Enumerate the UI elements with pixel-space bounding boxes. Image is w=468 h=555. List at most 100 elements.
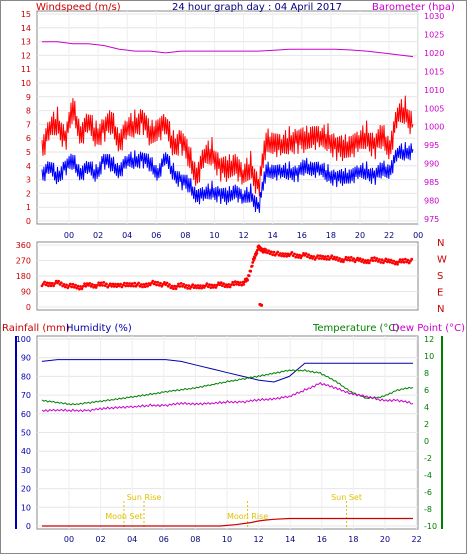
direction-point <box>144 285 147 288</box>
humidity-y-tick-label: 80 <box>21 372 31 381</box>
temperature-y-tick-label: -6 <box>424 488 432 497</box>
direction-point <box>361 258 364 261</box>
direction-point <box>154 281 157 284</box>
direction-point <box>47 284 50 287</box>
compass-label: N <box>437 238 444 249</box>
wind-x-tick-label: 00 <box>413 231 423 240</box>
temp-x-tick-label: 04 <box>127 535 137 544</box>
direction-point <box>141 286 144 289</box>
barometer-y-tick-label: 980 <box>424 197 439 206</box>
direction-point <box>239 281 242 284</box>
barometer-y-tick-label: 1020 <box>424 49 444 58</box>
direction-point <box>60 281 63 284</box>
direction-point <box>403 261 406 264</box>
wind-y-tick-label: 13 <box>21 38 31 47</box>
direction-point <box>271 253 274 256</box>
humidity-y-tick-label: 100 <box>16 335 31 344</box>
temperature-y-tick-label: 12 <box>424 335 434 344</box>
temp-x-tick-label: 12 <box>254 535 264 544</box>
humidity-y-tick-label: 10 <box>21 503 31 512</box>
dewpoint-axis-title: Dew Point (°C) <box>392 323 465 334</box>
direction-point <box>131 282 134 285</box>
direction-point <box>284 252 287 255</box>
direction-point <box>372 259 375 262</box>
direction-point <box>293 253 296 256</box>
temperature-y-tick-label: -2 <box>424 454 432 463</box>
direction-point <box>84 285 87 288</box>
compass-label: E <box>437 288 443 299</box>
direction-point <box>226 286 229 289</box>
direction-point <box>168 283 171 286</box>
wind-y-tick-label: 1 <box>26 203 31 212</box>
direction-point <box>373 256 376 259</box>
direction-point <box>227 283 230 286</box>
direction-point <box>81 287 84 290</box>
direction-point <box>233 283 236 286</box>
direction-point <box>133 282 136 285</box>
compass-label: N <box>437 304 444 315</box>
direction-point <box>63 283 66 286</box>
direction-point <box>155 284 158 287</box>
direction-point <box>370 257 373 260</box>
wind-y-tick-label: 6 <box>26 134 31 143</box>
wind-x-ticks: 00 02 04 06 08 10 12 14 16 18 20 22 00 <box>64 231 423 240</box>
temperature-y-tick-label: 0 <box>424 437 429 446</box>
wind-y-tick-label: 2 <box>26 189 31 198</box>
direction-point <box>132 285 135 288</box>
barometer-y-tick-label: 985 <box>424 178 439 187</box>
barometer-y-tick-label: 975 <box>424 215 439 224</box>
temp-x-tick-label: 02 <box>96 535 106 544</box>
direction-point <box>330 254 333 257</box>
direction-point <box>191 283 194 286</box>
direction-point <box>54 282 57 285</box>
direction-point <box>267 249 270 252</box>
direction-point <box>157 281 160 284</box>
direction-point <box>256 252 259 255</box>
direction-point <box>197 284 200 287</box>
direction-point <box>198 287 201 290</box>
chart-title: 24 hour graph day : 04 April 2017 <box>172 2 342 13</box>
wind-y-tick-label: 4 <box>26 162 31 171</box>
temp-x-tick-label: 10 <box>222 535 232 544</box>
direction-point <box>77 285 80 288</box>
direction-point <box>213 284 216 287</box>
temperature-y-ticks: -10 -8 -6 -4 -2 0 2 4 6 8 10 12 <box>424 335 437 531</box>
direction-point <box>208 283 211 286</box>
wind-panel: 0123456789101112131415 97598098599099510… <box>21 10 445 240</box>
direction-point <box>46 282 49 285</box>
direction-point <box>325 258 328 261</box>
direction-point <box>206 282 209 285</box>
direction-point <box>324 255 327 258</box>
direction-point <box>127 285 130 288</box>
direction-point <box>316 254 319 257</box>
direction-point <box>57 280 60 283</box>
direction-point <box>50 284 53 287</box>
direction-y-tick-label: 90 <box>21 288 31 297</box>
direction-point <box>74 284 77 287</box>
humidity-y-tick-label: 90 <box>21 354 31 363</box>
humidity-y-tick-label: 30 <box>21 466 31 475</box>
direction-point <box>376 257 379 260</box>
temp-x-tick-label: 06 <box>159 535 169 544</box>
direction-point <box>242 283 245 286</box>
direction-point <box>312 255 315 258</box>
astro-marker-label: Sun Set <box>331 493 362 502</box>
barometer-y-tick-label: 990 <box>424 160 439 169</box>
direction-point <box>88 282 91 285</box>
direction-point <box>78 288 81 291</box>
direction-point <box>305 252 308 255</box>
direction-point <box>368 262 371 265</box>
direction-point <box>124 285 127 288</box>
barometer-y-tick-label: 1010 <box>424 86 444 95</box>
direction-point <box>199 284 202 287</box>
direction-point <box>367 259 370 262</box>
direction-point <box>159 282 162 285</box>
direction-point <box>222 282 225 285</box>
wind-x-tick-label: 00 <box>64 231 74 240</box>
temp-x-tick-label: 16 <box>317 535 327 544</box>
barometer-y-tick-label: 1030 <box>424 12 444 21</box>
barometer-axis-title: Barometer (hpa) <box>372 2 455 13</box>
direction-point <box>291 251 294 254</box>
direction-point <box>333 256 336 259</box>
